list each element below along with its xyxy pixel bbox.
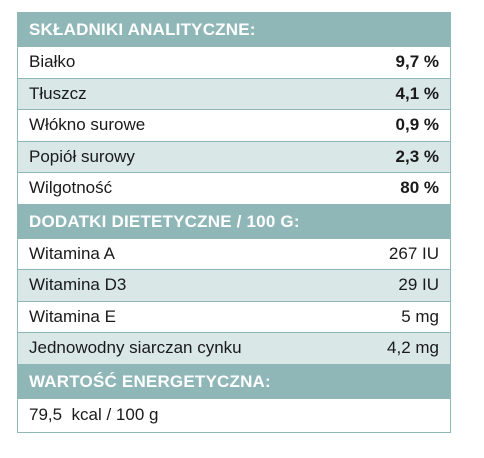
- table-row: Witamina D3 29 IU: [18, 270, 450, 302]
- analytical-header: SKŁADNIKI ANALITYCZNE:: [18, 13, 450, 47]
- table-row: Wilgotność 80 %: [18, 173, 450, 205]
- energy-header: WARTOŚĆ ENERGETYCZNA:: [18, 364, 450, 399]
- row-value: 4,1 %: [395, 83, 439, 103]
- row-value: 5 mg: [401, 306, 439, 326]
- row-label: Białko: [29, 52, 76, 72]
- row-value: 4,2 mg: [387, 338, 439, 358]
- table-row: Jednowodny siarczan cynku 4,2 mg: [18, 333, 450, 365]
- row-label: Witamina E: [29, 306, 116, 326]
- row-value: 267 IU: [388, 243, 439, 263]
- row-value: 9,7 %: [395, 52, 439, 72]
- table-row: Włókno surowe 0,9 %: [18, 110, 450, 142]
- row-value: 2,3 %: [395, 146, 439, 166]
- additives-header: DODATKI DIETETYCZNE / 100 G:: [18, 204, 450, 239]
- table-row: Białko 9,7 %: [18, 47, 450, 79]
- row-label: Wilgotność: [29, 178, 113, 198]
- row-label: Witamina A: [29, 243, 115, 263]
- row-value: 0,9 %: [395, 115, 439, 135]
- table-row: Popiół surowy 2,3 %: [18, 141, 450, 173]
- row-value: 80 %: [400, 178, 439, 198]
- nutrition-table: SKŁADNIKI ANALITYCZNE: Białko 9,7 % Tłus…: [17, 12, 451, 433]
- row-label: Jednowodny siarczan cynku: [29, 338, 242, 358]
- row-label: Witamina D3: [29, 275, 127, 295]
- row-label: Popiół surowy: [29, 146, 135, 166]
- table-row: Witamina A 267 IU: [18, 239, 450, 270]
- row-value: 29 IU: [398, 275, 439, 295]
- row-label: Włókno surowe: [29, 115, 146, 135]
- table-row: Tłuszcz 4,1 %: [18, 78, 450, 110]
- energy-value: 79,5 kcal / 100 g: [29, 405, 159, 424]
- energy-row: 79,5 kcal / 100 g: [18, 399, 450, 432]
- row-label: Tłuszcz: [29, 83, 87, 103]
- table-row: Witamina E 5 mg: [18, 302, 450, 333]
